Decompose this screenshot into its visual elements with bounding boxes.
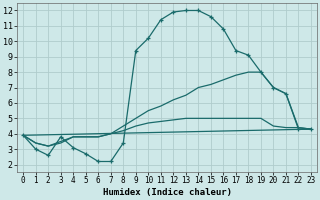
X-axis label: Humidex (Indice chaleur): Humidex (Indice chaleur) — [103, 188, 232, 197]
